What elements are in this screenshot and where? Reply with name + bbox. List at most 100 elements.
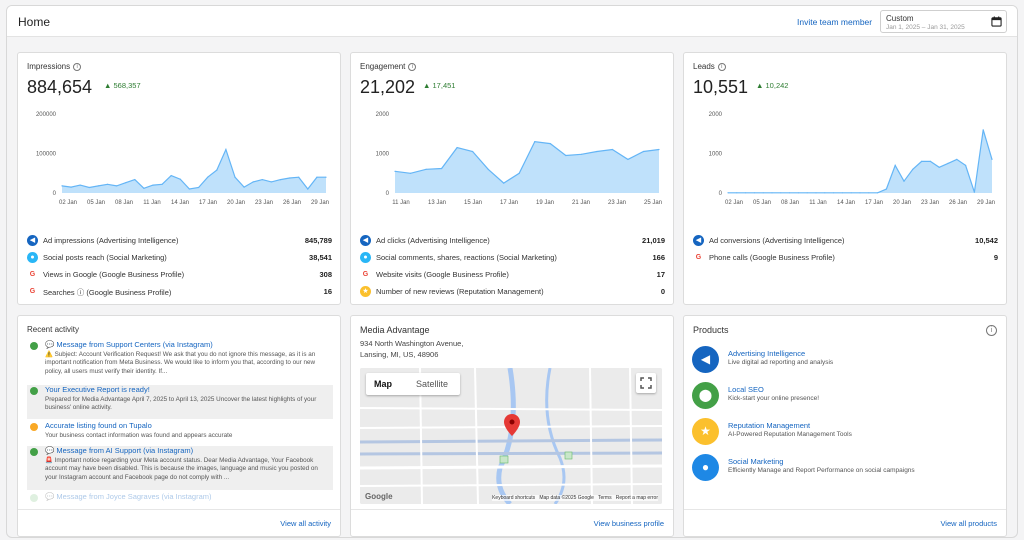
x-tick-label: 17 Jan [199,200,217,206]
view-all-products-link[interactable]: View all products [940,519,997,528]
x-tick-label: 25 Jan [644,200,662,206]
leads-title: Leads i [693,62,726,71]
metric-label: Social comments, shares, reactions (Soci… [376,253,557,262]
data-point [815,192,817,194]
megaphone-icon: ◀ [27,235,38,246]
activity-item[interactable]: 💬 Message from AI Support (via Instagram… [27,446,333,490]
products-card: Products i ◀ Advertising Intelligence Live… [683,315,1007,537]
x-tick-label: 11 Jan [392,200,410,206]
data-point [762,192,764,194]
data-point [753,192,755,194]
data-point [503,182,505,184]
star-icon: ★ [692,418,719,445]
product-description: Live digital ad reporting and analysis [728,359,834,366]
view-all-activity-link[interactable]: View all activity [280,519,331,528]
map[interactable]: Map Satellite Google Keyboard shortcuts … [360,368,662,504]
data-point [850,192,852,194]
data-point [518,172,520,174]
metric-label: Social posts reach (Social Marketing) [43,253,167,262]
data-point [116,185,118,187]
activity-item[interactable]: Accurate listing found on Tupalo Your bus… [27,421,333,443]
metric-label: Phone calls (Google Business Profile) [709,253,835,262]
metric-row: ● Social posts reach (Social Marketing) 38… [27,252,332,264]
products-title: Products [693,325,729,335]
data-point [97,185,99,187]
product-name[interactable]: Advertising Intelligence [728,349,806,358]
x-tick-label: 23 Jan [255,200,273,206]
invite-team-member-link[interactable]: Invite team member [797,17,873,27]
product-description: Kick-start your online presence! [728,395,820,402]
megaphone-icon: ◀ [693,235,704,246]
product-item[interactable]: ● Social Marketing Efficiently Manage and … [692,454,1002,484]
engagement-value: 21,202 [360,77,416,97]
data-point [252,181,254,183]
business-profile-card: Media Advantage 934 North Washington Ave… [350,315,674,537]
divider [684,509,1006,510]
top-bar: Home Invite team member Custom Jan 1, 20… [7,6,1017,37]
fullscreen-button[interactable] [636,373,656,393]
metric-label: Website visits (Google Business Profile) [376,270,509,279]
x-tick-label: 15 Jan [464,200,482,206]
data-point [859,192,861,194]
x-tick-label: 05 Jan [87,200,105,206]
data-point [903,180,905,182]
data-point [409,172,412,174]
data-point [797,192,799,194]
product-name[interactable]: Local SEO [728,385,764,394]
data-point [780,192,782,194]
location-pin-icon: ⬤ [692,382,719,409]
data-point [938,166,940,168]
activity-body: 🚨 Important notice regarding your Meta a… [45,457,318,481]
activity-title[interactable]: Accurate listing found on Tupalo [45,421,152,430]
data-point [234,176,236,178]
impressions-value: 884,654 [27,77,93,97]
activity-title[interactable]: 💬 Message from Joyce Sagraves (via Insta… [45,492,212,501]
metric-row: G Searches ⓘ (Google Business Profile) 16 [27,286,332,298]
data-point [125,182,127,184]
data-point [152,184,154,186]
map-type-toggle: Map Satellite [366,373,460,395]
activity-item[interactable]: 💬 Message from Joyce Sagraves (via Insta… [27,492,333,506]
impressions-delta: ▲ 568,357 [104,81,141,90]
x-tick-label: 13 Jan [428,200,446,206]
date-range-picker[interactable]: Custom Jan 1, 2025 – Jan 31, 2025 [880,10,1007,33]
app-frame: Home Invite team member Custom Jan 1, 20… [6,5,1018,538]
data-point [642,150,645,153]
activity-item[interactable]: 💬 Message from Support Centers (via Inst… [27,340,333,382]
activity-body: Prepared for Media Advantage April 7, 20… [45,396,317,412]
metric-value: 10,542 [975,236,998,245]
metric-value: 308 [319,270,332,279]
metric-row: ◀ Ad conversions (Advertising Intelligenc… [693,235,998,247]
x-tick-label: 17 Jan [865,200,883,206]
activity-title[interactable]: 💬 Message from Support Centers (via Inst… [45,340,213,349]
series-line [394,140,660,184]
data-point [833,192,835,194]
product-name[interactable]: Social Marketing [728,457,784,466]
data-point [982,129,984,131]
metric-value: 16 [323,287,332,296]
product-item[interactable]: ◀ Advertising Intelligence Live digital ad… [692,346,1002,376]
series-area [395,141,659,193]
activity-title[interactable]: 💬 Message from AI Support (via Instagram… [45,446,194,455]
activity-item[interactable]: Your Executive Report is ready! Prepared … [27,385,333,419]
info-icon[interactable]: i [986,325,997,336]
metric-row: G Website visits (Google Business Profile… [360,269,665,281]
leads-chart: 2000 1000 002 Jan 05 Jan 08 Jan 11 Jan 14 Jan 1… [709,112,995,206]
metric-row: G Phone calls (Google Business Profile) 9 [693,252,998,264]
chat-icon: ● [27,252,38,263]
data-point [456,147,458,149]
impressions-card: Impressions i 884,654 ▲ 568,357 200000 100… [17,52,341,305]
map-tab[interactable]: Map [374,379,392,389]
satellite-tab[interactable]: Satellite [416,379,449,389]
address-line-2: Lansing, MI, US, 48906 [360,350,439,359]
product-item[interactable]: ⬤ Local SEO Kick-start your online presenc… [692,382,1002,412]
data-point [161,183,163,185]
activity-body: Your business contact information was fo… [45,432,233,439]
data-point [973,191,975,193]
product-name[interactable]: Reputation Management [728,421,811,430]
product-item[interactable]: ★ Reputation Management AI-Powered Reputat… [692,418,1002,448]
x-tick-label: 26 Jan [949,200,967,206]
view-business-profile-link[interactable]: View business profile [593,519,664,528]
activity-title[interactable]: Your Executive Report is ready! [45,385,150,394]
metric-row: ★ Number of new reviews (Reputation Manag… [360,286,665,298]
